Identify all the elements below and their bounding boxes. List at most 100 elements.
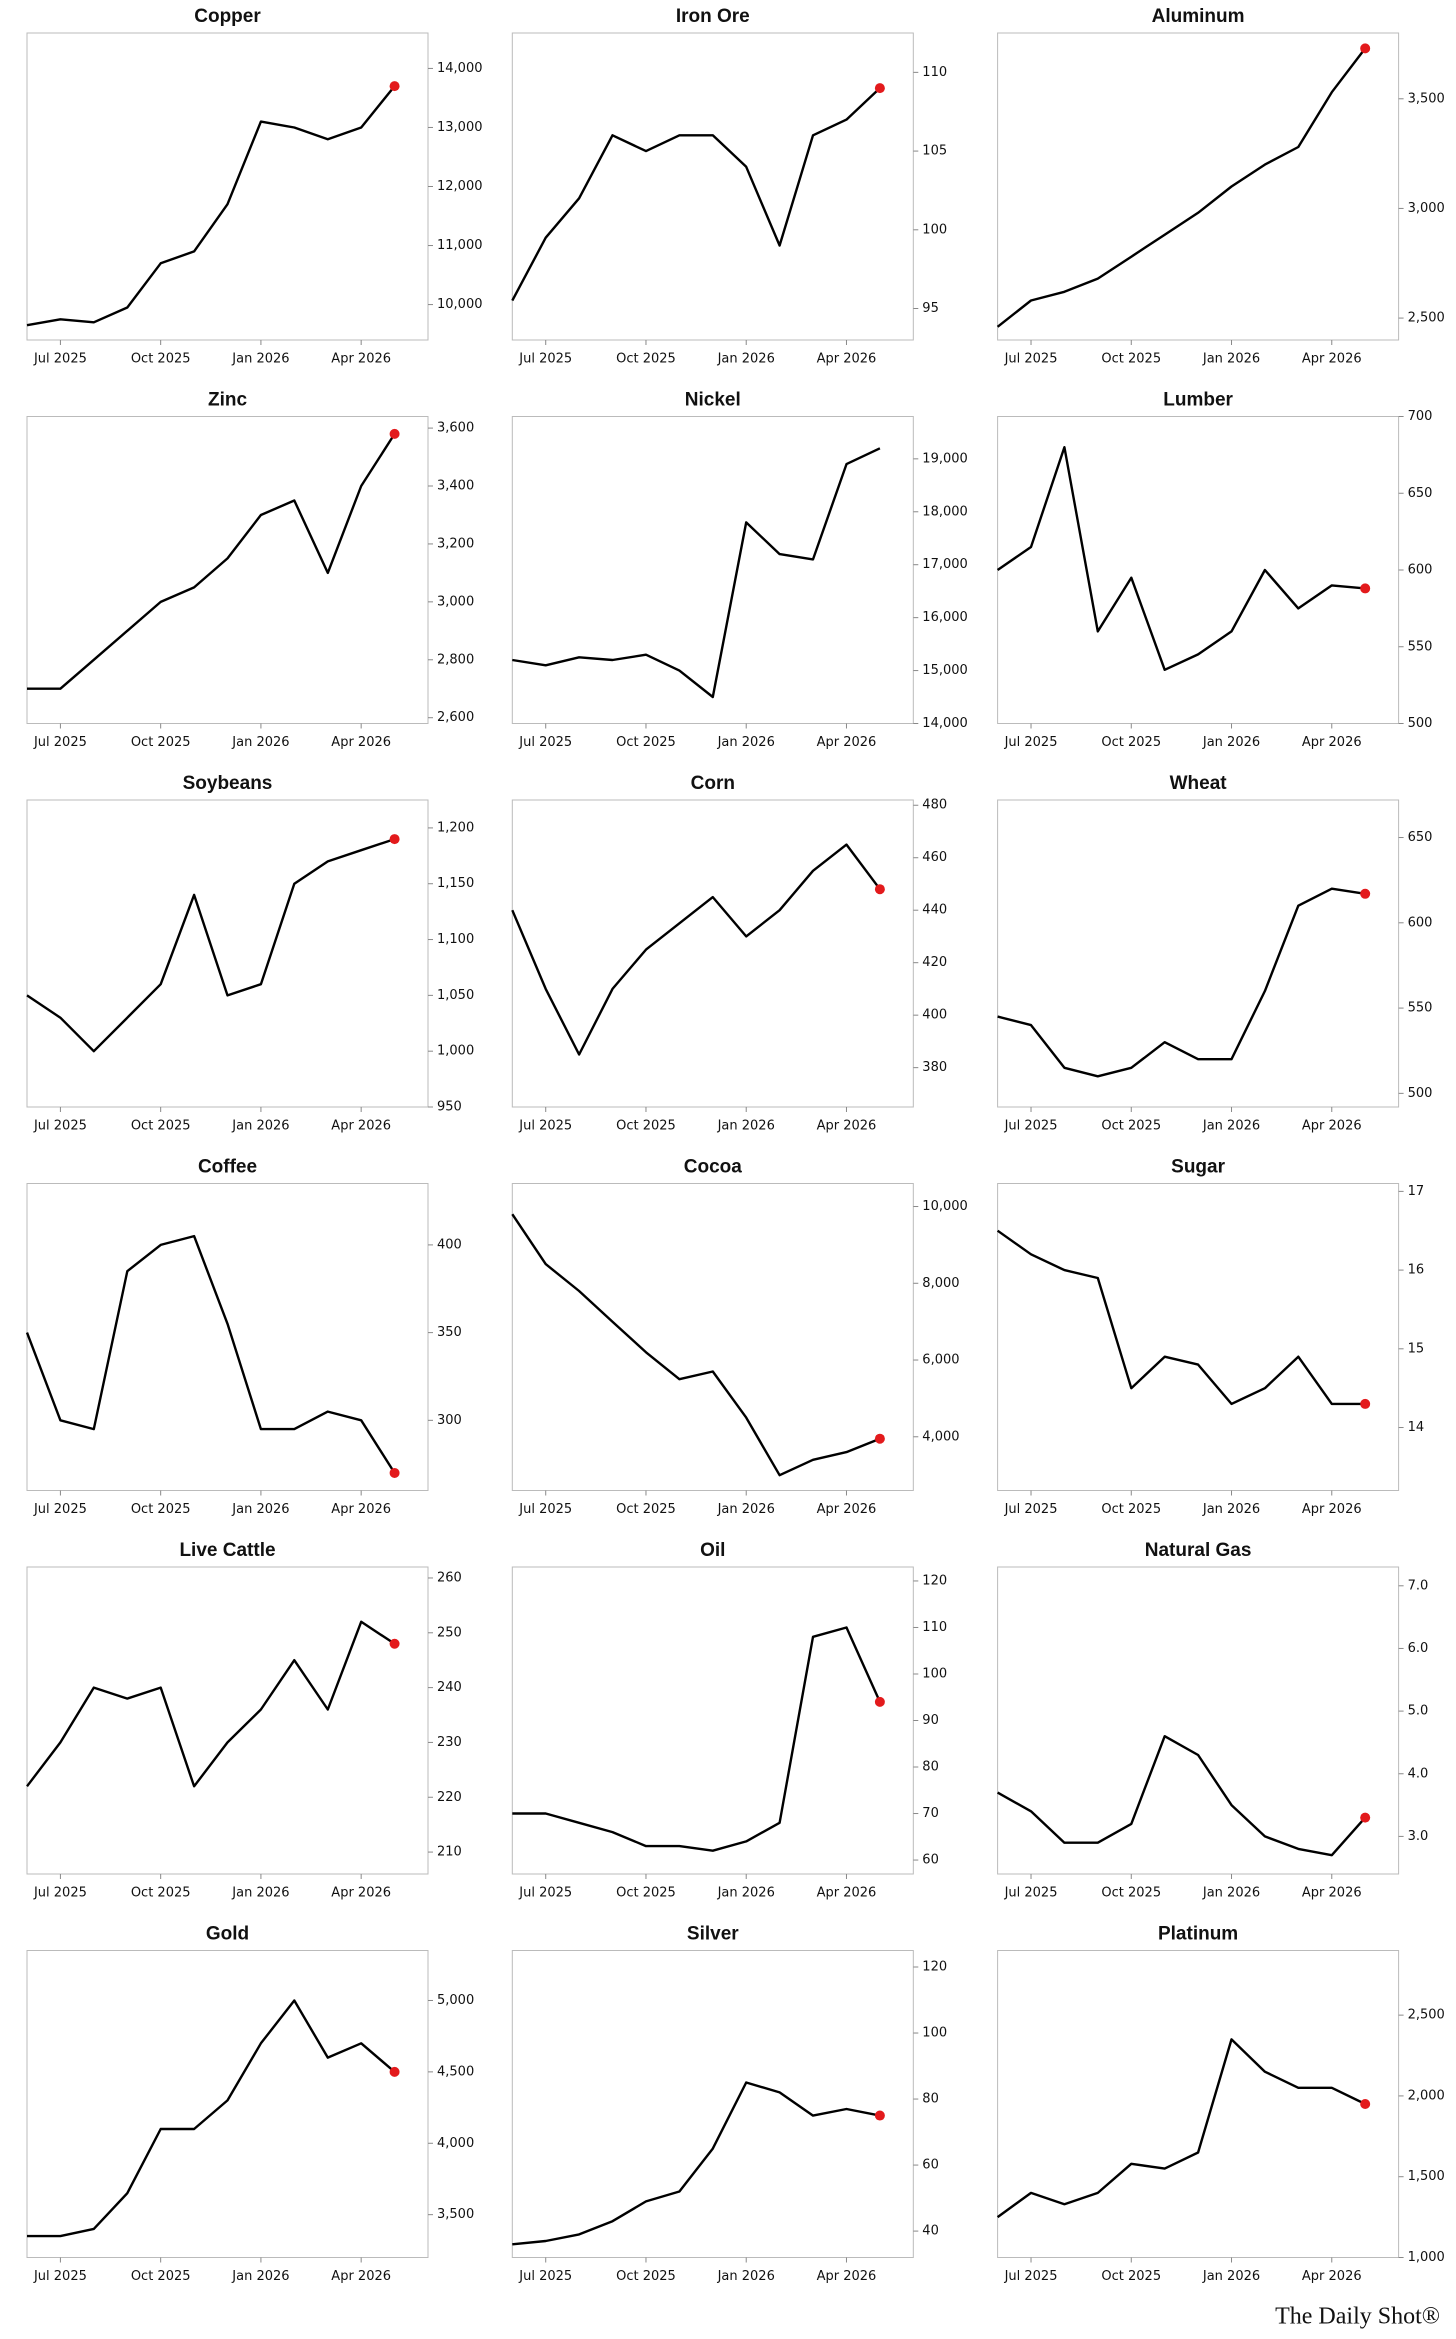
price-line [26,85,396,327]
x-tick-label: Oct 2025 [616,1886,676,1901]
x-tick-label: Jul 2025 [33,1886,87,1901]
x-tick-label: Apr 2026 [1302,1502,1362,1517]
chart-title: Soybeans [183,773,273,794]
y-tick-label: 3,400 [437,479,474,494]
y-tick-label: 210 [437,1845,462,1860]
x-tick-label: Apr 2026 [817,352,877,367]
chart-title: Copper [194,6,261,27]
x-tick-label: Apr 2026 [331,352,391,367]
x-tick-label: Apr 2026 [1302,2269,1362,2284]
x-tick-label: Jul 2025 [33,1502,87,1517]
plot-frame [511,416,914,724]
x-tick-label: Oct 2025 [1101,735,1161,750]
x-tick-label: Oct 2025 [131,2269,191,2284]
x-tick-label: Oct 2025 [616,735,676,750]
y-tick-label: 3,500 [1408,91,1445,106]
plot-frame [997,1183,1400,1491]
y-tick-label: 8,000 [922,1276,959,1291]
x-tick-label: Oct 2025 [616,1502,676,1517]
price-line [25,1234,396,1474]
last-point [874,884,885,895]
y-tick-label: 3,200 [437,536,474,551]
x-tick-label: Apr 2026 [331,735,391,750]
x-tick-label: Oct 2025 [1101,1502,1161,1517]
x-tick-label: Oct 2025 [131,1502,191,1517]
x-tick-label: Jul 2025 [518,1502,572,1517]
last-point [1360,583,1371,594]
x-tick-label: Apr 2026 [817,2269,877,2284]
y-tick-label: 10,000 [922,1199,968,1214]
y-tick-label: 4,000 [922,1429,959,1444]
y-tick-label: 2,500 [1408,311,1445,326]
plot-frame [997,1566,1400,1875]
x-tick-label: Apr 2026 [1302,1119,1362,1134]
y-tick-label: 2,500 [1408,2008,1445,2023]
chart-title: Zinc [208,390,247,411]
x-tick-label: Oct 2025 [1101,1886,1161,1901]
y-tick-label: 260 [437,1570,462,1585]
plot-frame [511,1183,914,1491]
y-tick-label: 460 [922,850,947,865]
y-tick-label: 15,000 [922,663,968,678]
chart-title: Silver [687,1924,739,1945]
y-tick-label: 120 [922,1960,947,1975]
x-tick-label: Jan 2026 [231,352,289,367]
last-point [1360,1812,1371,1823]
y-tick-label: 11,000 [437,238,483,253]
last-point [1360,43,1371,54]
y-tick-label: 14,000 [922,716,968,731]
x-tick-label: Apr 2026 [331,1119,391,1134]
y-tick-label: 6.0 [1408,1641,1429,1656]
y-tick-label: 14,000 [437,61,483,76]
chart-title: Wheat [1170,773,1228,794]
x-tick-label: Apr 2026 [817,1119,877,1134]
x-tick-label: Jan 2026 [717,1886,775,1901]
y-tick-label: 16 [1408,1263,1425,1278]
y-tick-label: 16,000 [922,610,968,625]
last-point [389,81,400,92]
y-tick-label: 95 [922,301,939,316]
x-tick-label: Jul 2025 [1004,1886,1058,1901]
x-tick-label: Jan 2026 [231,2269,289,2284]
price-line [512,1626,881,1852]
x-tick-label: Jul 2025 [1004,2269,1058,2284]
plot-frame [997,32,1400,341]
x-tick-label: Jul 2025 [518,1119,572,1134]
x-tick-label: Jul 2025 [33,1119,87,1134]
x-tick-label: Jul 2025 [518,2269,572,2284]
y-tick-label: 500 [1408,1086,1433,1101]
y-tick-label: 10,000 [437,297,483,312]
y-tick-label: 600 [1408,563,1433,578]
x-tick-label: Jan 2026 [717,735,775,750]
x-tick-label: Jan 2026 [231,1502,289,1517]
y-tick-label: 420 [922,955,947,970]
last-point [1360,2099,1371,2109]
y-tick-label: 400 [437,1237,462,1252]
x-tick-label: Oct 2025 [131,352,191,367]
x-tick-label: Oct 2025 [616,2269,676,2284]
y-tick-label: 4.0 [1408,1766,1429,1781]
plot-frame [997,799,1400,1108]
y-tick-label: 17,000 [922,557,968,572]
last-point [874,2110,885,2121]
x-tick-label: Jul 2025 [33,735,87,750]
y-tick-label: 80 [922,1760,939,1775]
y-tick-label: 650 [1408,486,1433,501]
y-tick-label: 60 [922,1853,939,1868]
y-tick-label: 17 [1408,1184,1425,1199]
y-tick-label: 100 [922,222,947,237]
plot-frame [511,32,914,341]
price-line [996,2038,1366,2219]
y-tick-label: 1,050 [437,988,474,1003]
x-tick-label: Jan 2026 [1202,1502,1260,1517]
y-tick-label: 1,000 [1408,2250,1445,2265]
x-tick-label: Apr 2026 [817,1502,877,1517]
x-tick-label: Jul 2025 [33,352,87,367]
y-tick-label: 70 [922,1806,939,1821]
price-line [26,837,395,1053]
y-tick-label: 240 [437,1680,462,1695]
y-tick-label: 90 [922,1713,939,1728]
plot-frame [26,799,429,1108]
last-point [389,834,400,845]
